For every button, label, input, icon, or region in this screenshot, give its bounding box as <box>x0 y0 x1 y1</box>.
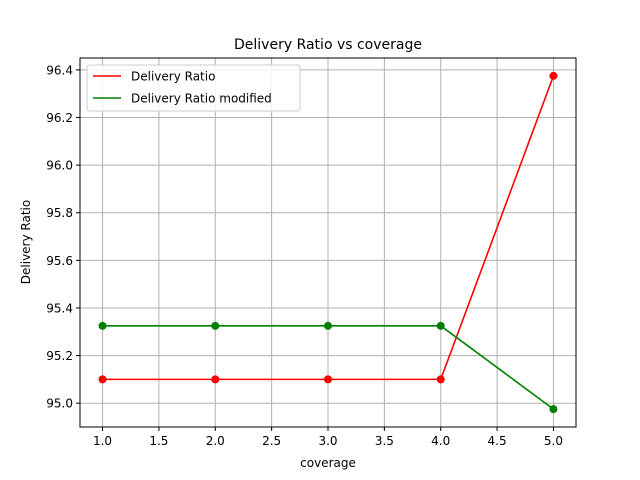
x-tick-label: 1.0 <box>93 434 112 448</box>
y-tick-label: 95.8 <box>46 206 73 220</box>
data-point-delivery-ratio-modified <box>98 321 107 330</box>
y-tick-label: 96.0 <box>46 159 73 173</box>
x-tick-label: 5.0 <box>544 434 563 448</box>
x-axis-ticks: 1.0 1.5 2.0 2.5 3.0 3.5 4.0 4.5 5.0 <box>93 427 563 448</box>
chart-title: Delivery Ratio vs coverage <box>234 37 422 53</box>
y-tick-label: 96.4 <box>46 63 73 77</box>
data-point-delivery-ratio <box>98 375 107 384</box>
x-tick-label: 2.5 <box>262 434 281 448</box>
data-point-delivery-ratio-modified <box>211 321 220 330</box>
data-point-delivery-ratio-modified <box>436 321 445 330</box>
legend: Delivery Ratio Delivery Ratio modified <box>86 64 301 112</box>
legend-box <box>86 64 301 112</box>
y-axis-label: Delivery Ratio <box>19 200 33 284</box>
x-tick-label: 4.5 <box>488 434 507 448</box>
y-axis-ticks: 95.0 95.2 95.4 95.6 95.8 96.0 96.2 96.4 <box>46 63 80 411</box>
series-layer <box>98 71 558 414</box>
y-tick-label: 95.0 <box>46 397 73 411</box>
y-tick-label: 95.4 <box>46 301 73 315</box>
legend-label-delivery-ratio-modified: Delivery Ratio modified <box>131 92 272 106</box>
data-point-delivery-ratio <box>436 375 445 384</box>
data-point-delivery-ratio <box>324 375 332 384</box>
y-tick-label: 95.2 <box>46 349 73 363</box>
data-point-delivery-ratio-modified <box>549 405 558 414</box>
x-tick-label: 3.0 <box>318 434 337 448</box>
data-point-delivery-ratio <box>549 71 558 80</box>
grid <box>80 58 576 427</box>
y-tick-label: 96.2 <box>46 111 73 125</box>
data-point-delivery-ratio-modified <box>324 321 332 330</box>
x-axis-label: coverage <box>300 456 356 470</box>
x-tick-label: 2.0 <box>206 434 225 448</box>
x-tick-label: 3.5 <box>375 434 394 448</box>
legend-label-delivery-ratio: Delivery Ratio <box>131 70 215 84</box>
y-tick-label: 95.6 <box>46 254 73 268</box>
data-point-delivery-ratio <box>211 375 220 384</box>
x-tick-label: 4.0 <box>431 434 450 448</box>
x-tick-label: 1.5 <box>149 434 168 448</box>
